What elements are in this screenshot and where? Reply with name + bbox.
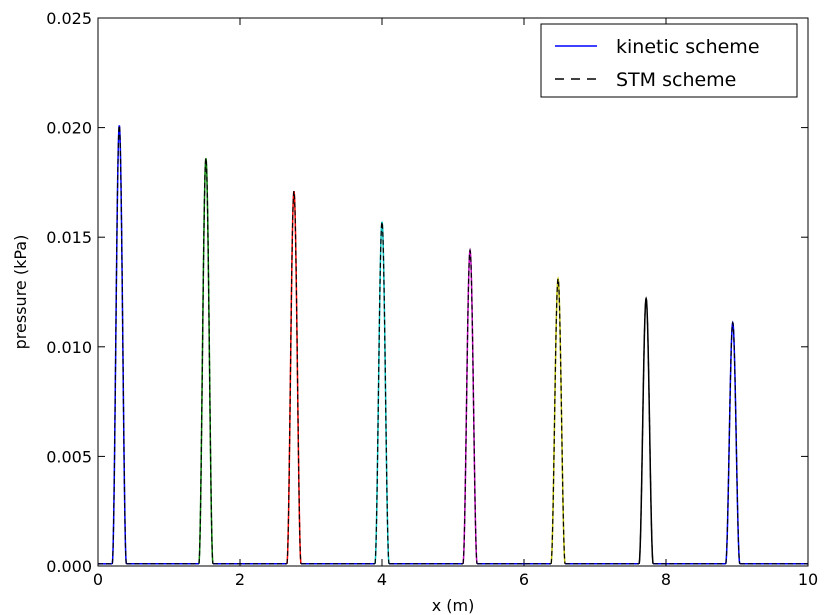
x-tick-label: 8 [661,570,671,589]
pulse-dashed-6 [550,276,566,564]
pulse-solid-2 [198,158,214,564]
pulse-solid-1 [111,125,128,564]
y-tick-label: 0.025 [46,9,92,28]
y-tick-label: 0.020 [46,119,92,138]
pulse-dashed-1 [111,125,127,564]
pulse-dashed-8 [725,320,741,565]
x-tick-label: 0 [93,570,103,589]
y-tick-label: 0.000 [46,557,92,576]
y-axis-ticks: 0.000 0.005 0.010 0.015 0.020 0.025 [46,9,808,576]
y-tick-label: 0.005 [46,447,92,466]
pulse-dashed-5 [462,248,478,564]
x-axis-ticks: 0 2 4 6 8 10 [93,18,818,589]
plot-curves [98,125,808,565]
pulse-solid-4 [374,221,390,564]
legend-kinetic-label: kinetic scheme [616,36,760,58]
x-tick-label: 6 [519,570,529,589]
x-axis-label: x (m) [432,596,475,615]
x-tick-label: 10 [798,570,818,589]
legend: kinetic scheme STM scheme [540,23,798,98]
plot-frame [97,17,809,567]
x-tick-label: 4 [377,570,387,589]
pulse-dashed-3 [286,191,302,564]
y-axis-label: pressure (kPa) [11,235,30,350]
pulse-dashed-4 [374,221,390,564]
x-tick-label: 2 [235,570,245,589]
y-tick-label: 0.015 [46,228,92,247]
legend-box [540,23,798,98]
pulse-dashed-7 [638,296,654,564]
legend-stm-label: STM scheme [616,69,736,91]
y-tick-label: 0.010 [46,338,92,357]
